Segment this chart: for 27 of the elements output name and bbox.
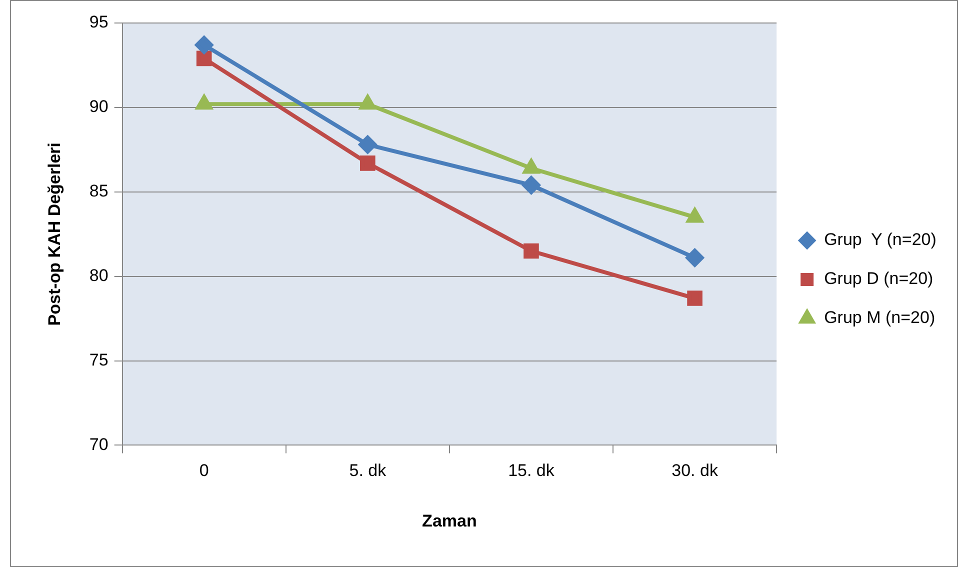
legend-label: Grup M (n=20) [824, 308, 936, 328]
y-tick-label: 85 [89, 182, 108, 201]
y-tick-label: 90 [89, 97, 108, 116]
x-tick-label: 5. dk [349, 461, 387, 480]
point [360, 156, 376, 171]
point [195, 36, 214, 54]
point [522, 176, 540, 194]
point [360, 95, 376, 110]
x-axis-title: Zaman [422, 511, 477, 530]
point [523, 159, 540, 174]
point [686, 248, 704, 267]
x-tick-label: 0 [199, 461, 209, 480]
point [196, 50, 212, 66]
y-axis-title: Post-op KAH Değerleri [44, 142, 64, 326]
x-tick-label: 30. dk [672, 461, 718, 480]
y-tick-label: 75 [89, 350, 108, 370]
y-tick-label: 80 [89, 266, 108, 286]
point [686, 208, 703, 223]
y-tick-label: 95 [89, 12, 108, 32]
y-tick-label: 70 [89, 434, 108, 454]
point [196, 95, 212, 110]
legend-label: Grup Y (n=20) [824, 230, 936, 250]
point [687, 290, 702, 306]
legend-label: Grup D (n=20) [824, 269, 934, 288]
x-tick-label: 15. dk [508, 461, 555, 480]
point [524, 243, 539, 259]
point [358, 136, 377, 154]
